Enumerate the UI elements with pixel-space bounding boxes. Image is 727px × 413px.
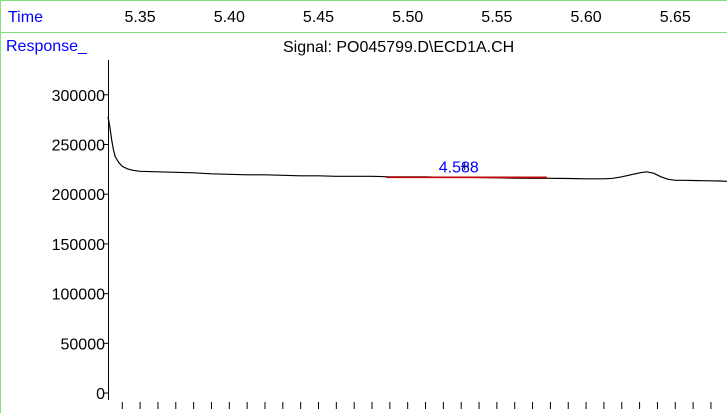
y-axis: 0 50000 100000 150000 200000 250000 300000 xyxy=(52,60,109,403)
x-axis-minor-ticks xyxy=(121,402,712,409)
x-axis-label: Time xyxy=(8,9,43,26)
y-tick-label: 150000 xyxy=(52,237,105,254)
x-tick-label: 5.45 xyxy=(303,9,334,26)
y-tick-label: 300000 xyxy=(52,88,105,105)
x-tick-label: 5.55 xyxy=(481,9,512,26)
annotation-group: 4.588 xyxy=(386,159,547,179)
x-tick-label: 5.40 xyxy=(214,9,245,26)
y-tick-label: 200000 xyxy=(52,187,105,204)
chart-title: Signal: PO045799.D\ECD1A.CH xyxy=(283,39,514,56)
signal-trace xyxy=(107,116,727,182)
x-tick-labels: 5.35 5.40 5.45 5.50 5.55 5.60 5.65 xyxy=(125,9,691,26)
x-tick-label: 5.60 xyxy=(571,9,602,26)
x-tick-label: 5.50 xyxy=(392,9,423,26)
trace-group xyxy=(107,116,727,182)
y-tick-label: 100000 xyxy=(52,287,105,304)
y-tick-label: 50000 xyxy=(61,336,106,353)
x-tick-label: 5.35 xyxy=(125,9,156,26)
x-tick-label: 5.65 xyxy=(660,9,691,26)
peak-label: 4.588 xyxy=(439,159,479,176)
y-tick-label: 0 xyxy=(96,386,105,403)
y-axis-label: Response_ xyxy=(6,38,88,55)
y-tick-label: 250000 xyxy=(52,138,105,155)
